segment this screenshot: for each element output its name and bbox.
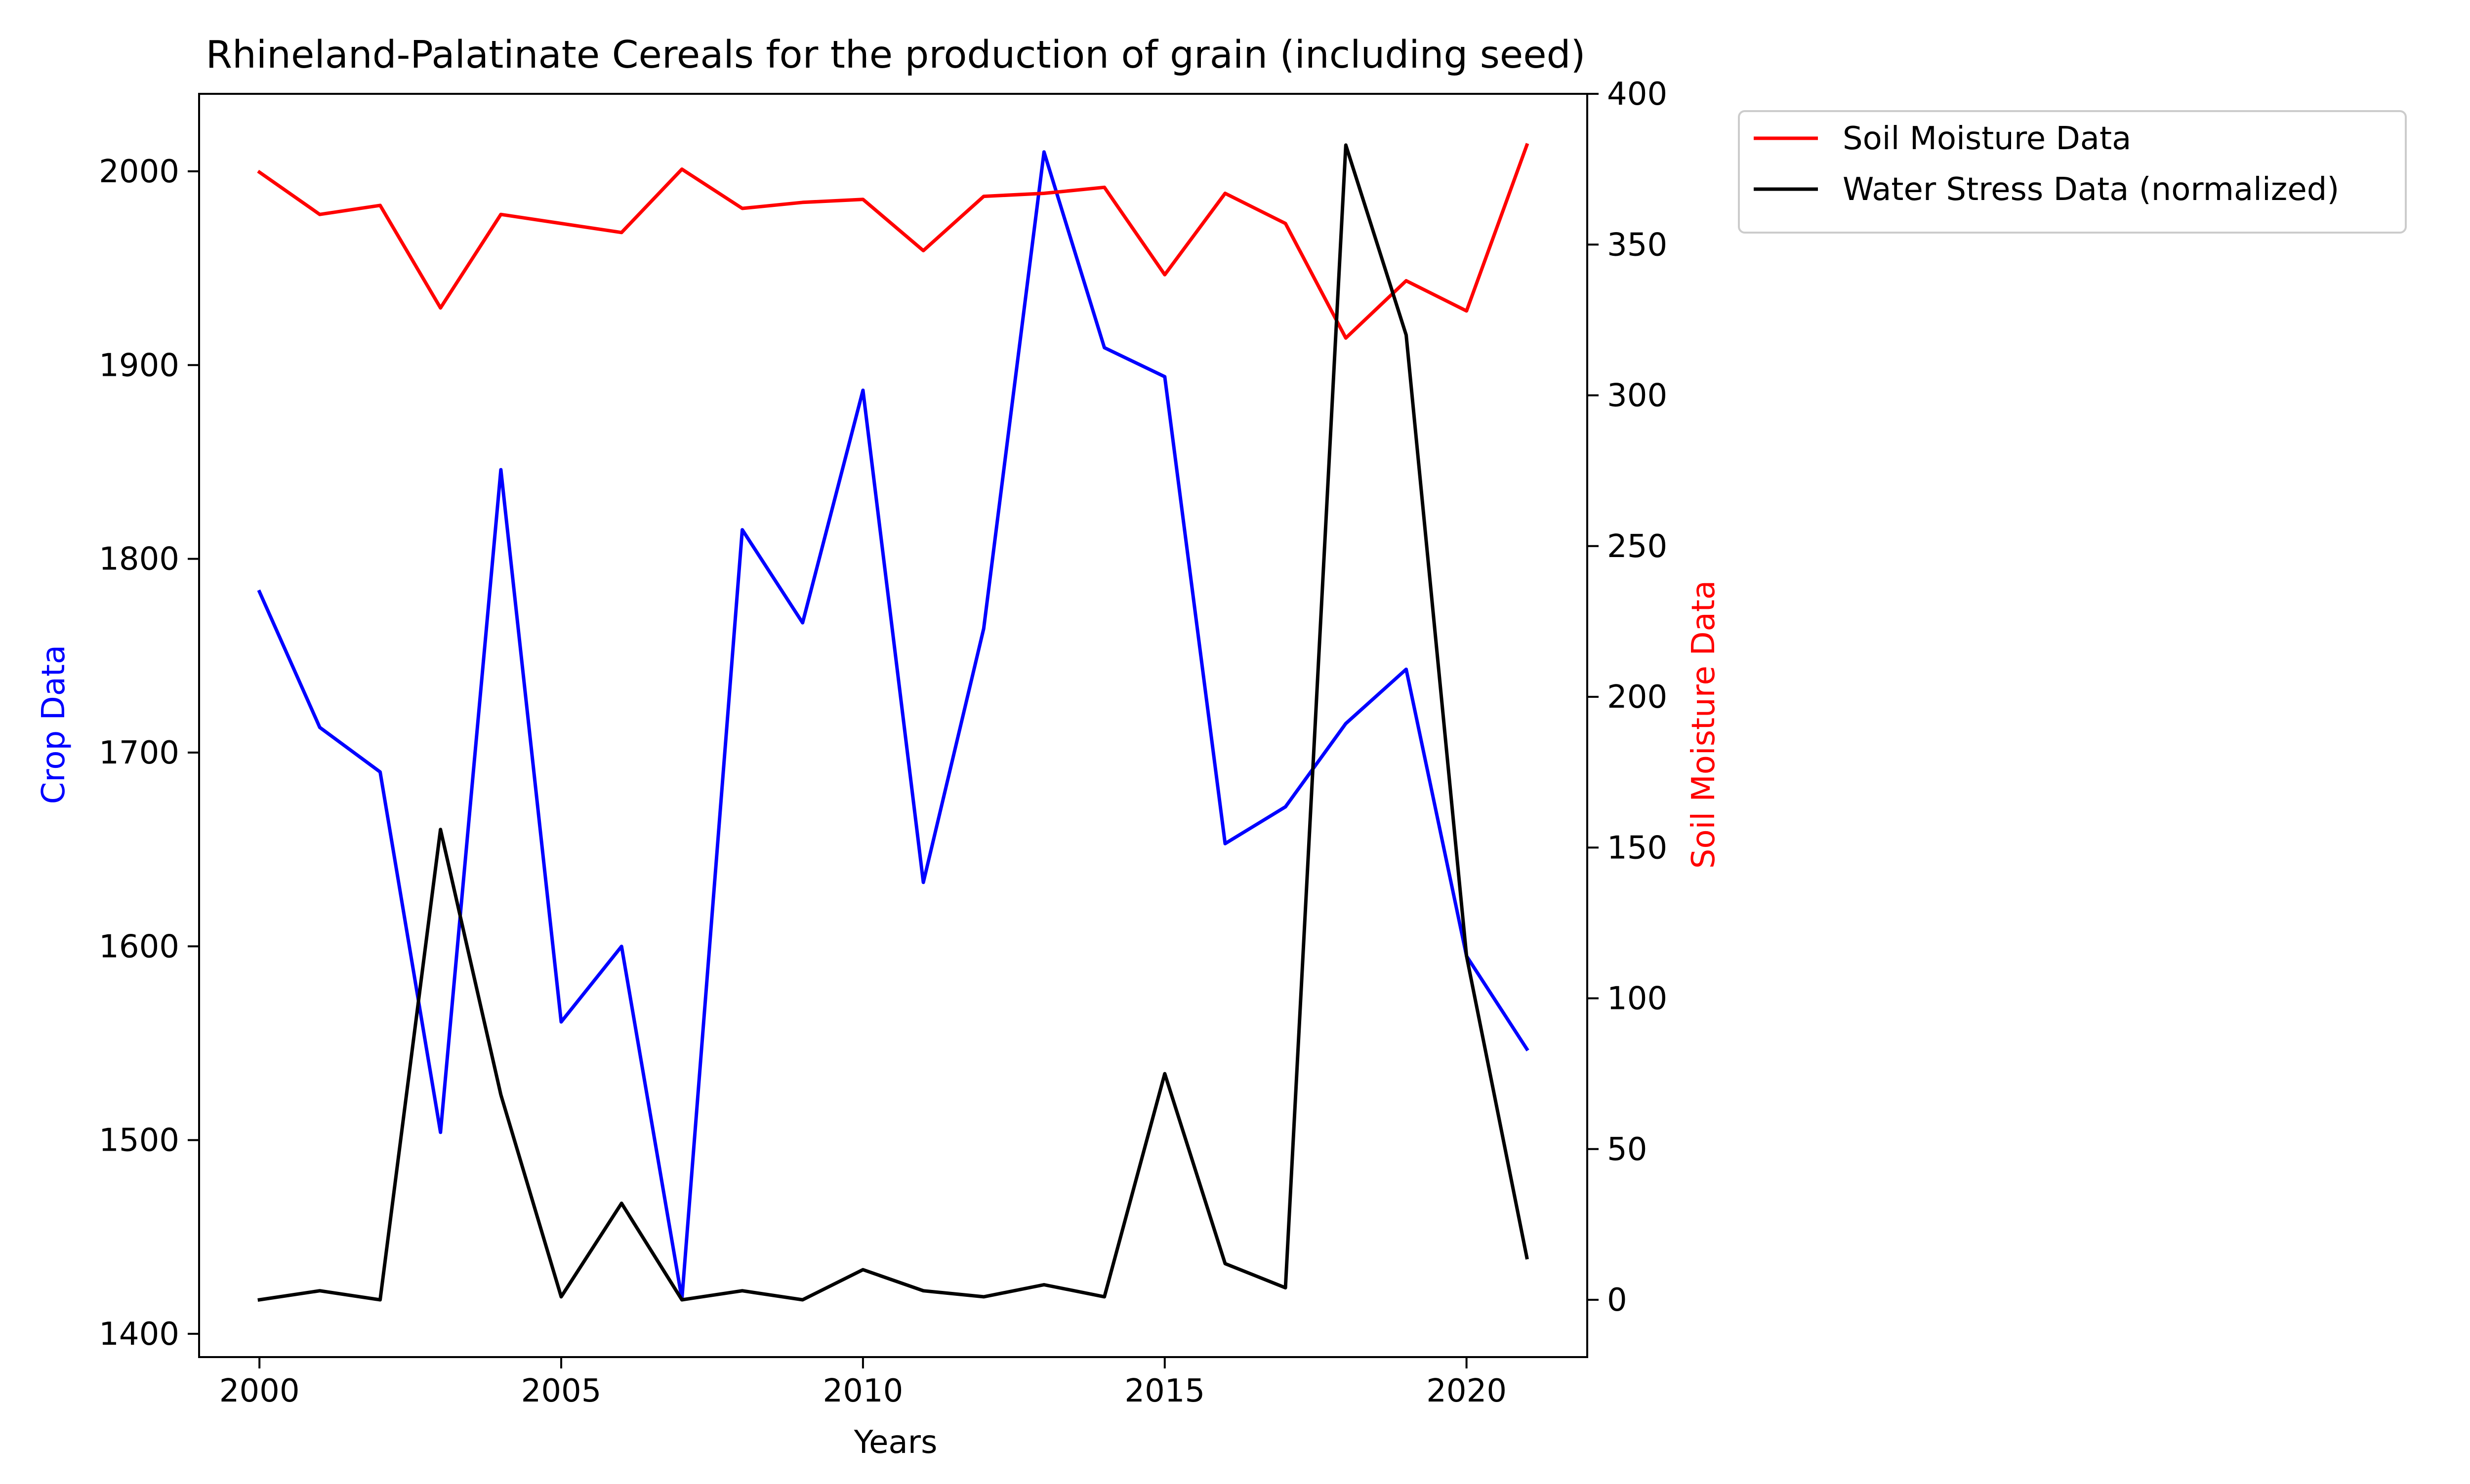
- y-tick-label-left: 1900: [99, 347, 179, 384]
- legend-box: [1738, 110, 2407, 234]
- x-tick-label: 2015: [1124, 1373, 1205, 1409]
- y-tick-label-right: 50: [1607, 1131, 1647, 1168]
- y-tick-label-left: 2000: [99, 154, 179, 190]
- y-tick-label-right: 250: [1607, 528, 1667, 565]
- legend-label: Soil Moisture Data: [1843, 120, 2131, 157]
- x-axis-label: Years: [854, 1424, 938, 1461]
- x-tick-label: 2010: [823, 1373, 903, 1409]
- legend: Soil Moisture Data Water Stress Data (nor…: [1738, 110, 2407, 234]
- y-tick-label-right: 300: [1607, 378, 1667, 414]
- y-tick-label-left: 1700: [99, 735, 179, 771]
- y-axis-label-left: Crop Data: [36, 645, 72, 804]
- y-tick-label-left: 1800: [99, 541, 179, 578]
- x-tick-label: 2020: [1426, 1373, 1507, 1409]
- y-tick-label-left: 1600: [99, 928, 179, 965]
- y-tick-label-right: 0: [1607, 1282, 1627, 1319]
- series-line-soil-moisture-data: [257, 143, 1529, 340]
- y-axis-label-right: Soil Moisture Data: [1686, 580, 1722, 869]
- x-tick-label: 2000: [219, 1373, 300, 1409]
- plot-area: 2000 2005 2010 2015 202014001500160017001800…: [99, 76, 1667, 1409]
- y-tick-label-right: 100: [1607, 981, 1667, 1017]
- legend-label: Water Stress Data (normalized): [1843, 171, 2339, 208]
- y-tick-label-right: 400: [1607, 76, 1667, 113]
- y-tick-label-left: 1500: [99, 1123, 179, 1159]
- plot-frame: [198, 93, 1588, 1358]
- x-tick-label: 2005: [521, 1373, 602, 1409]
- y-tick-label-left: 1400: [99, 1316, 179, 1353]
- y-tick-label-right: 150: [1607, 830, 1667, 866]
- chart-title: Rhineland-Palatinate Cereals for the pro…: [206, 33, 1585, 77]
- y-tick-label-right: 350: [1607, 227, 1667, 263]
- series-line-water-stress-data-normalized: [257, 143, 1529, 1302]
- y-tick-label-right: 200: [1607, 679, 1667, 716]
- series-line-crop-data: [257, 150, 1529, 1301]
